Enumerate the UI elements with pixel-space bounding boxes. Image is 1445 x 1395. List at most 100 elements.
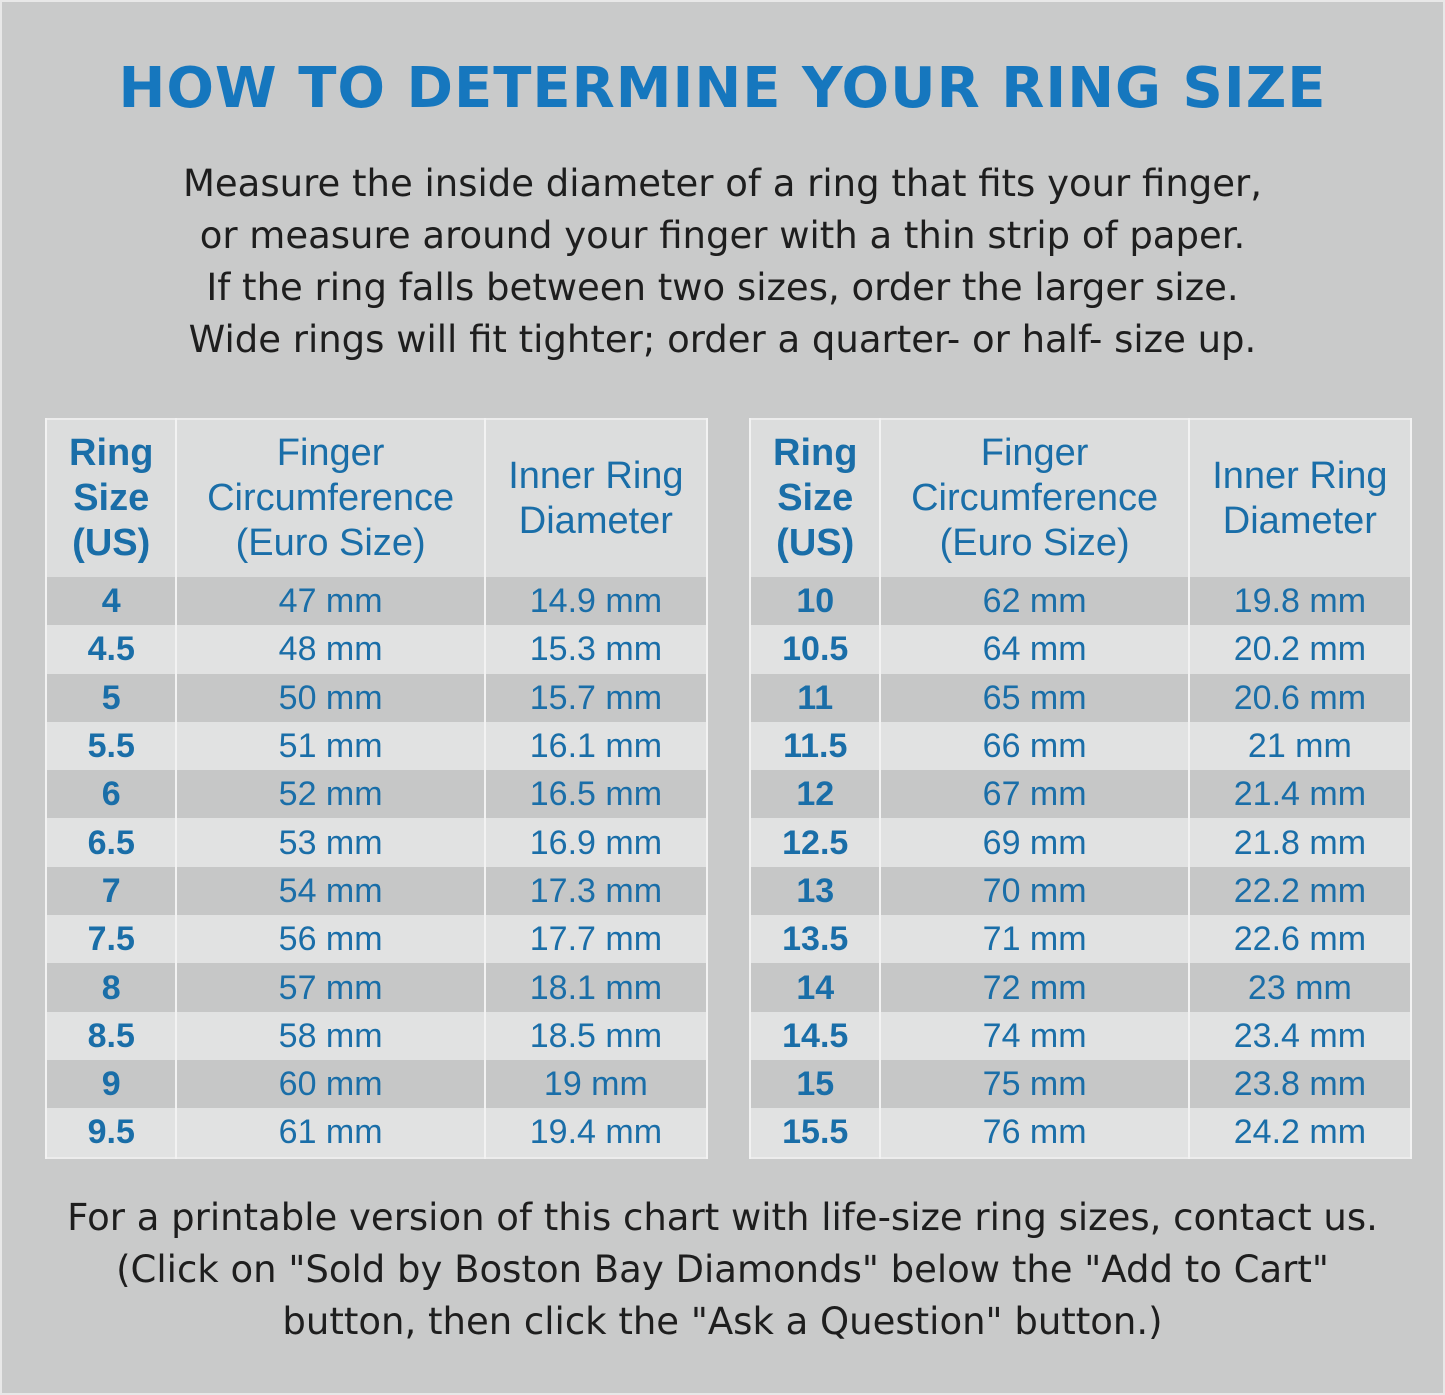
footer-line: button, then click the "Ask a Question" … xyxy=(282,1300,1163,1343)
table-row: 6.5 53 mm 16.9 mm xyxy=(44,818,709,867)
finger-circumference-cell: 47 mm xyxy=(175,577,486,626)
header-diameter: Inner Ring Diameter xyxy=(483,419,709,577)
inner-diameter-cell: 19.4 mm xyxy=(483,1108,709,1158)
inner-diameter-cell: 17.7 mm xyxy=(483,915,709,964)
inner-diameter-cell: 19 mm xyxy=(483,1059,709,1109)
header-line: Diameter xyxy=(518,499,673,542)
finger-circumference-cell: 53 mm xyxy=(175,818,486,867)
table-row: 5.5 51 mm 16.1 mm xyxy=(44,721,709,771)
finger-circumference-cell: 74 mm xyxy=(879,1011,1190,1060)
footer-line: (Click on "Sold by Boston Bay Diamonds" … xyxy=(116,1248,1329,1291)
ring-size-table-right: Ring Size (US) Finger Circumference (Euro Siz… xyxy=(748,418,1413,1159)
table-row: 5 50 mm 15.7 mm xyxy=(44,673,709,722)
ring-size-cell: 5.5 xyxy=(44,721,178,771)
inner-diameter-cell: 16.1 mm xyxy=(483,721,709,771)
header-line: (Euro Size) xyxy=(235,522,426,564)
inner-diameter-cell: 23.4 mm xyxy=(1187,1011,1413,1060)
header-diameter: Inner Ring Diameter xyxy=(1187,419,1413,577)
finger-circumference-cell: 48 mm xyxy=(175,625,486,674)
intro-line: Wide rings will fit tighter; order a qua… xyxy=(188,318,1257,361)
finger-circumference-cell: 64 mm xyxy=(879,625,1190,674)
header-line: Size xyxy=(73,477,150,519)
finger-circumference-cell: 56 mm xyxy=(175,915,486,964)
finger-circumference-cell: 58 mm xyxy=(175,1011,486,1060)
inner-diameter-cell: 15.3 mm xyxy=(483,625,709,674)
table-row: 15 75 mm 23.8 mm xyxy=(748,1059,1413,1109)
ring-size-cell: 10 xyxy=(748,577,882,626)
header-line: Ring xyxy=(69,432,154,474)
header-line: (US) xyxy=(72,522,151,564)
footer-text: For a printable version of this chart wi… xyxy=(0,1192,1445,1348)
table-row: 7.5 56 mm 17.7 mm xyxy=(44,915,709,964)
finger-circumference-cell: 75 mm xyxy=(879,1059,1190,1109)
table-row: 14 72 mm 23 mm xyxy=(748,963,1413,1012)
ring-size-cell: 12.5 xyxy=(748,818,882,867)
header-size: Ring Size (US) xyxy=(748,419,882,577)
page-title: HOW TO DETERMINE YOUR RING SIZE xyxy=(118,56,1327,121)
inner-diameter-cell: 19.8 mm xyxy=(1187,577,1413,626)
finger-circumference-cell: 66 mm xyxy=(879,721,1190,771)
table-row: 13 70 mm 22.2 mm xyxy=(748,866,1413,916)
table-row: 11.5 66 mm 21 mm xyxy=(748,721,1413,771)
header-line: Circumference xyxy=(911,477,1159,519)
finger-circumference-cell: 57 mm xyxy=(175,963,486,1012)
inner-diameter-cell: 18.1 mm xyxy=(483,963,709,1012)
inner-diameter-cell: 22.2 mm xyxy=(1187,866,1413,916)
table-row: 6 52 mm 16.5 mm xyxy=(44,770,709,819)
ring-size-cell: 6 xyxy=(44,770,178,819)
finger-circumference-cell: 76 mm xyxy=(879,1108,1190,1158)
header-line: Inner Ring xyxy=(1212,454,1388,497)
intro-line: Measure the inside diameter of a ring th… xyxy=(182,162,1263,205)
finger-circumference-cell: 72 mm xyxy=(879,963,1190,1012)
ring-size-cell: 12 xyxy=(748,770,882,819)
ring-size-cell: 14.5 xyxy=(748,1011,882,1060)
ring-size-cell: 4 xyxy=(44,577,178,626)
ring-size-cell: 11.5 xyxy=(748,721,882,771)
inner-diameter-cell: 17.3 mm xyxy=(483,866,709,916)
header-line: Ring xyxy=(773,432,858,474)
ring-size-cell: 13.5 xyxy=(748,915,882,964)
table-row: 8.5 58 mm 18.5 mm xyxy=(44,1011,709,1060)
ring-size-cell: 6.5 xyxy=(44,818,178,867)
ring-size-cell: 5 xyxy=(44,673,178,722)
inner-diameter-cell: 21.8 mm xyxy=(1187,818,1413,867)
ring-size-cell: 9.5 xyxy=(44,1108,178,1158)
ring-size-table-left: Ring Size (US) Finger Circumference (Euro Siz… xyxy=(44,418,709,1159)
ring-size-cell: 7.5 xyxy=(44,915,178,964)
table-row: 8 57 mm 18.1 mm xyxy=(44,963,709,1012)
header-line: Diameter xyxy=(1222,499,1377,542)
inner-diameter-cell: 21 mm xyxy=(1187,721,1413,771)
header-line: Inner Ring xyxy=(508,454,684,497)
header-row: Ring Size (US) Finger Circumference (Euro Siz… xyxy=(44,419,709,577)
header-line: Finger xyxy=(276,432,385,474)
inner-diameter-cell: 24.2 mm xyxy=(1187,1108,1413,1158)
ring-size-cell: 11 xyxy=(748,673,882,722)
finger-circumference-cell: 54 mm xyxy=(175,866,486,916)
ring-size-cell: 15.5 xyxy=(748,1108,882,1158)
table-row: 11 65 mm 20.6 mm xyxy=(748,673,1413,722)
finger-circumference-cell: 50 mm xyxy=(175,673,486,722)
finger-circumference-cell: 62 mm xyxy=(879,577,1190,626)
inner-diameter-cell: 20.6 mm xyxy=(1187,673,1413,722)
finger-circumference-cell: 60 mm xyxy=(175,1059,486,1109)
table-row: 12 67 mm 21.4 mm xyxy=(748,770,1413,819)
table-row: 10.5 64 mm 20.2 mm xyxy=(748,625,1413,674)
inner-diameter-cell: 21.4 mm xyxy=(1187,770,1413,819)
ring-size-cell: 13 xyxy=(748,866,882,916)
ring-size-cell: 8.5 xyxy=(44,1011,178,1060)
inner-diameter-cell: 23.8 mm xyxy=(1187,1059,1413,1109)
inner-diameter-cell: 15.7 mm xyxy=(483,673,709,722)
header-size: Ring Size (US) xyxy=(44,419,178,577)
header-line: Finger xyxy=(980,432,1089,474)
ring-size-cell: 10.5 xyxy=(748,625,882,674)
inner-diameter-cell: 14.9 mm xyxy=(483,577,709,626)
finger-circumference-cell: 61 mm xyxy=(175,1108,486,1158)
table-row: 14.5 74 mm 23.4 mm xyxy=(748,1011,1413,1060)
table-row: 9.5 61 mm 19.4 mm xyxy=(44,1108,709,1158)
ring-size-cell: 8 xyxy=(44,963,178,1012)
table-row: 13.5 71 mm 22.6 mm xyxy=(748,915,1413,964)
table-row: 12.5 69 mm 21.8 mm xyxy=(748,818,1413,867)
table-row: 9 60 mm 19 mm xyxy=(44,1059,709,1109)
intro-line: If the ring falls between two sizes, ord… xyxy=(206,266,1239,309)
